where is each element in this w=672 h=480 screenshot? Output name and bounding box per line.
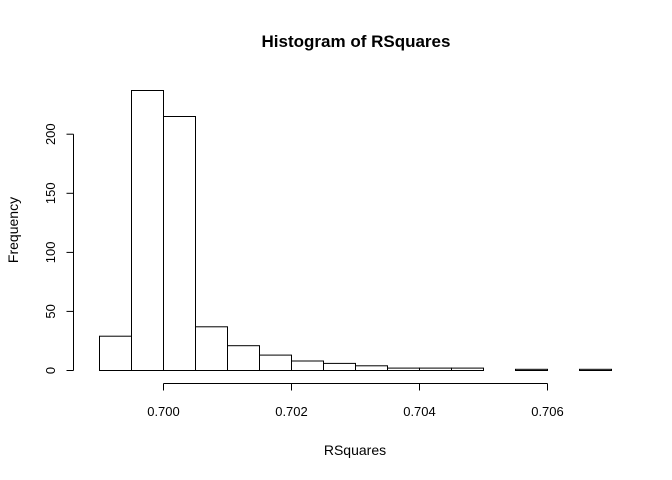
histogram-bar	[99, 335, 132, 372]
x-tick-label: 0.704	[403, 404, 436, 419]
y-tick-label: 150	[43, 182, 58, 204]
y-tick-label: 200	[43, 123, 58, 145]
histogram-bar	[515, 368, 548, 371]
chart-title: Histogram of RSquares	[262, 32, 451, 51]
histogram-bar	[419, 367, 452, 372]
histogram-bar	[579, 368, 612, 371]
histogram-bar	[259, 354, 292, 372]
bars-group	[99, 90, 612, 372]
x-axis: 0.700 0.702 0.704 0.706	[147, 383, 564, 419]
y-tick-label: 50	[43, 304, 58, 318]
y-axis: 0 50 100 150 200	[43, 123, 74, 374]
x-tick-label: 0.700	[147, 404, 180, 419]
x-tick-label: 0.702	[275, 404, 308, 419]
histogram-bar	[451, 367, 484, 372]
x-tick-label: 0.706	[531, 404, 564, 419]
x-axis-label: RSquares	[324, 442, 386, 458]
histogram-bar	[323, 362, 356, 371]
y-tick-label: 100	[43, 242, 58, 264]
histogram-bar	[195, 326, 228, 371]
histogram-bar	[387, 367, 420, 372]
histogram-bar	[355, 365, 388, 371]
histogram-bar	[163, 116, 196, 371]
y-axis-label: Frequency	[5, 197, 21, 263]
histogram-bar	[131, 90, 164, 371]
y-tick-label: 0	[43, 367, 58, 374]
histogram-bar	[291, 360, 324, 371]
histogram-bar	[227, 345, 260, 372]
